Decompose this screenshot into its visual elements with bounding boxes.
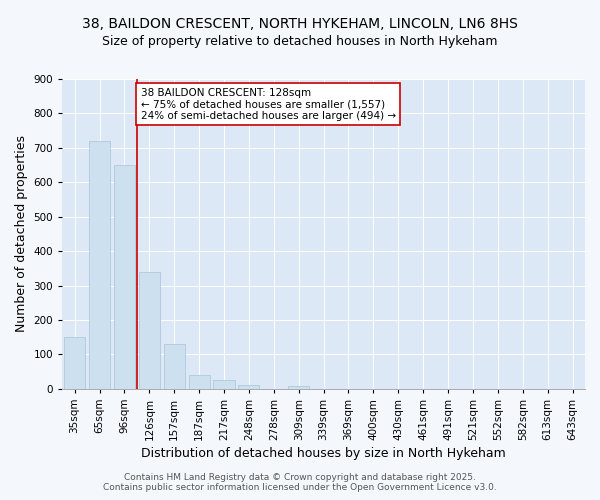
Bar bbox=[238, 386, 259, 389]
Y-axis label: Number of detached properties: Number of detached properties bbox=[15, 136, 28, 332]
Bar bbox=[188, 375, 210, 389]
Bar bbox=[114, 165, 135, 389]
Bar bbox=[89, 141, 110, 389]
Text: Size of property relative to detached houses in North Hykeham: Size of property relative to detached ho… bbox=[102, 35, 498, 48]
Bar bbox=[64, 338, 85, 389]
X-axis label: Distribution of detached houses by size in North Hykeham: Distribution of detached houses by size … bbox=[141, 447, 506, 460]
Bar bbox=[214, 380, 235, 389]
Bar bbox=[288, 386, 309, 389]
Bar bbox=[164, 344, 185, 389]
Bar bbox=[139, 272, 160, 389]
Text: 38 BAILDON CRESCENT: 128sqm
← 75% of detached houses are smaller (1,557)
24% of : 38 BAILDON CRESCENT: 128sqm ← 75% of det… bbox=[140, 88, 396, 121]
Text: 38, BAILDON CRESCENT, NORTH HYKEHAM, LINCOLN, LN6 8HS: 38, BAILDON CRESCENT, NORTH HYKEHAM, LIN… bbox=[82, 18, 518, 32]
Text: Contains HM Land Registry data © Crown copyright and database right 2025.
Contai: Contains HM Land Registry data © Crown c… bbox=[103, 473, 497, 492]
